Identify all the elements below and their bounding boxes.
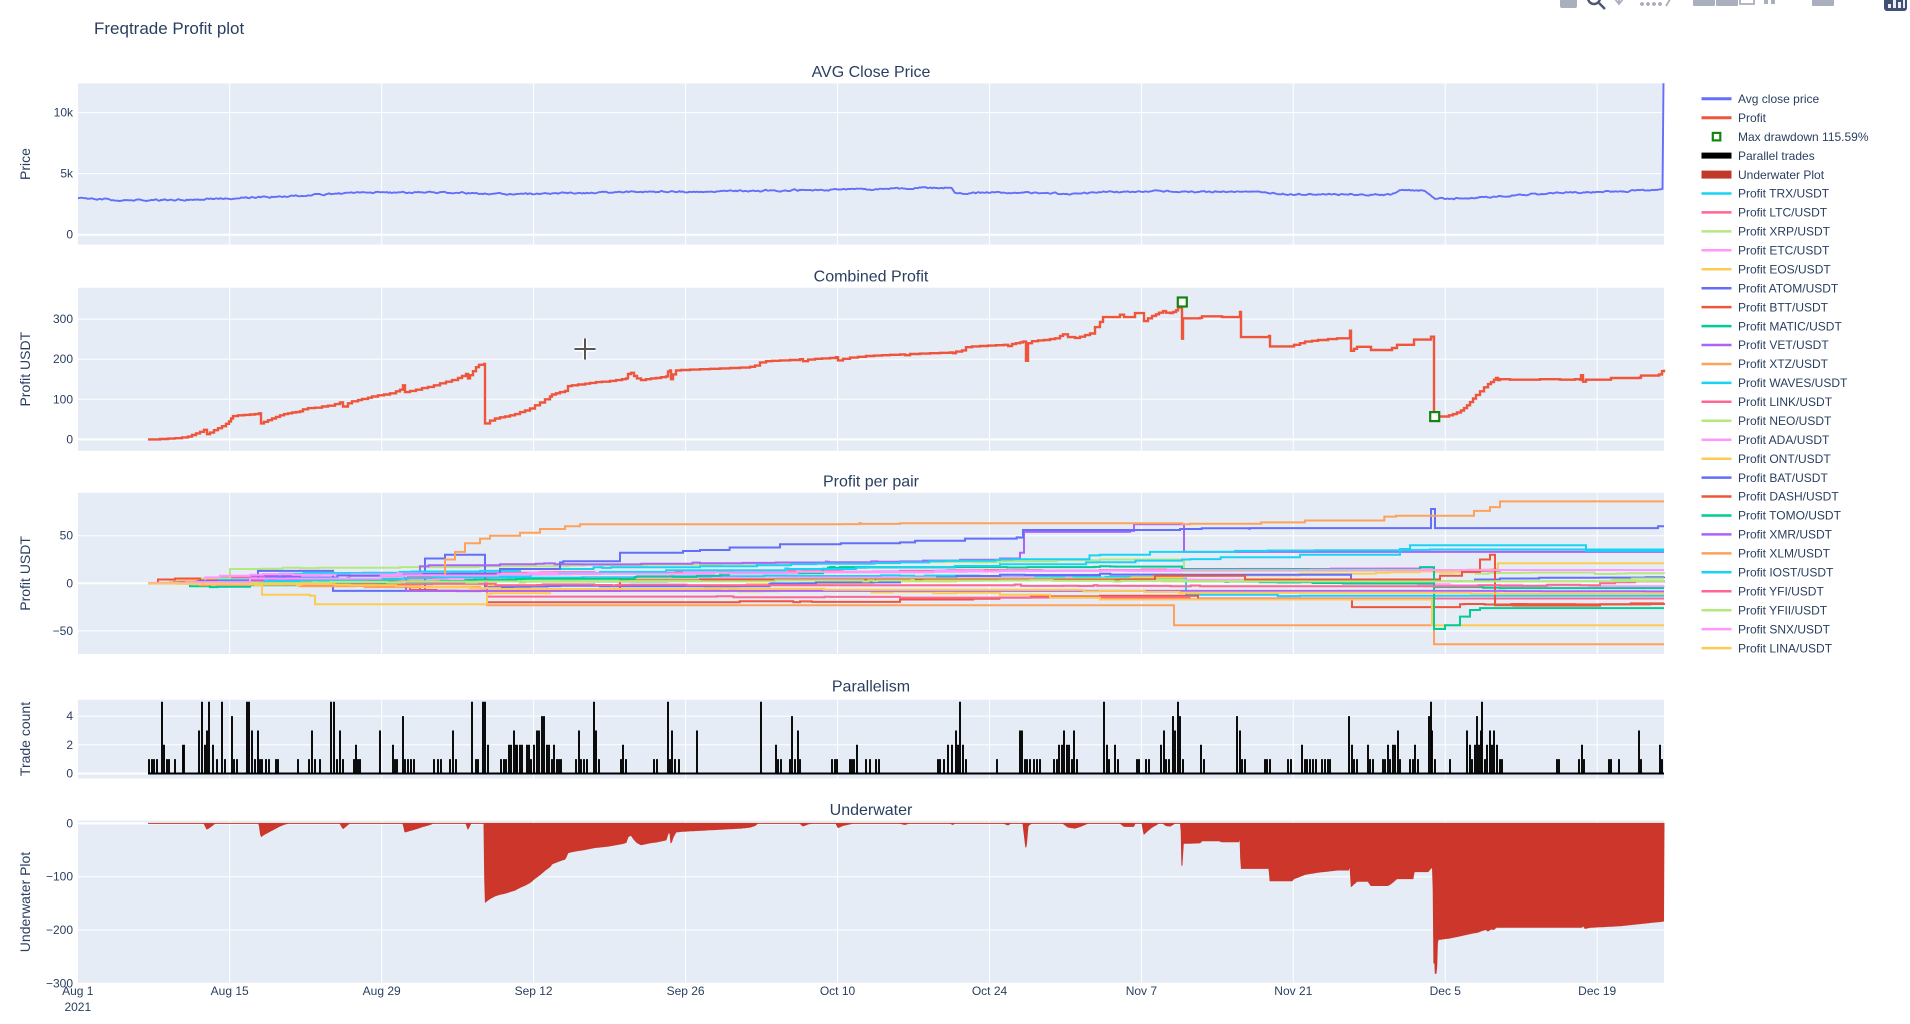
svg-text:Profit YFII/USDT: Profit YFII/USDT (1738, 603, 1828, 617)
svg-text:0: 0 (66, 816, 73, 830)
svg-text:Profit TOMO/USDT: Profit TOMO/USDT (1738, 509, 1842, 523)
svg-text:Parallelism: Parallelism (832, 678, 910, 695)
svg-text:50: 50 (60, 529, 74, 543)
svg-text:200: 200 (53, 352, 73, 366)
svg-text:5k: 5k (60, 167, 74, 181)
svg-text:Dec 5: Dec 5 (1430, 984, 1462, 998)
svg-text:Profit IOST/USDT: Profit IOST/USDT (1738, 566, 1834, 580)
svg-text:−300: −300 (46, 976, 73, 990)
svg-text:300: 300 (53, 312, 73, 326)
svg-text:Profit ADA/USDT: Profit ADA/USDT (1738, 433, 1830, 447)
svg-text:Profit ONT/USDT: Profit ONT/USDT (1738, 452, 1831, 466)
svg-text:Profit BTT/USDT: Profit BTT/USDT (1738, 300, 1829, 314)
svg-text:−200: −200 (46, 923, 73, 937)
svg-text:Profit WAVES/USDT: Profit WAVES/USDT (1738, 376, 1848, 390)
svg-text:Underwater Plot: Underwater Plot (17, 852, 33, 952)
svg-text:AVG Close Price: AVG Close Price (812, 64, 931, 81)
svg-text:Dec 19: Dec 19 (1578, 984, 1616, 998)
svg-text:Profit TRX/USDT: Profit TRX/USDT (1738, 187, 1830, 201)
svg-text:−50: −50 (53, 624, 74, 638)
svg-text:Profit ATOM/USDT: Profit ATOM/USDT (1738, 281, 1839, 295)
svg-text:Price: Price (17, 148, 33, 180)
svg-text:0: 0 (66, 576, 73, 590)
svg-text:Combined Profit: Combined Profit (814, 269, 929, 286)
svg-text:0: 0 (66, 432, 73, 446)
svg-text:Profit BAT/USDT: Profit BAT/USDT (1738, 471, 1828, 485)
svg-text:Profit MATIC/USDT: Profit MATIC/USDT (1738, 319, 1842, 333)
svg-text:Oct 10: Oct 10 (820, 984, 856, 998)
svg-text:Sep 26: Sep 26 (667, 984, 705, 998)
svg-text:Profit XTZ/USDT: Profit XTZ/USDT (1738, 357, 1829, 371)
svg-text:Profit NEO/USDT: Profit NEO/USDT (1738, 414, 1832, 428)
svg-text:Profit ETC/USDT: Profit ETC/USDT (1738, 244, 1830, 258)
svg-text:2021: 2021 (64, 1000, 91, 1014)
svg-text:Avg close price: Avg close price (1738, 92, 1819, 106)
svg-text:Nov 7: Nov 7 (1126, 984, 1158, 998)
svg-text:100: 100 (53, 392, 73, 406)
svg-text:Sep 12: Sep 12 (515, 984, 553, 998)
svg-text:Nov 21: Nov 21 (1274, 984, 1312, 998)
svg-text:Profit YFI/USDT: Profit YFI/USDT (1738, 584, 1824, 598)
svg-text:Aug 15: Aug 15 (211, 984, 249, 998)
svg-text:Profit DASH/USDT: Profit DASH/USDT (1738, 490, 1839, 504)
svg-text:Profit XMR/USDT: Profit XMR/USDT (1738, 528, 1833, 542)
svg-text:Underwater: Underwater (830, 802, 913, 819)
svg-text:Aug 1: Aug 1 (62, 984, 94, 998)
svg-text:Profit XRP/USDT: Profit XRP/USDT (1738, 225, 1831, 239)
svg-text:Profit VET/USDT: Profit VET/USDT (1738, 338, 1829, 352)
svg-text:Profit per pair: Profit per pair (823, 474, 920, 491)
svg-text:Oct 24: Oct 24 (972, 984, 1008, 998)
svg-text:Profit USDT: Profit USDT (17, 536, 33, 611)
svg-text:Profit LTC/USDT: Profit LTC/USDT (1738, 206, 1828, 220)
svg-text:Parallel trades: Parallel trades (1738, 149, 1815, 163)
svg-text:Profit USDT: Profit USDT (17, 331, 33, 406)
svg-text:Profit LINK/USDT: Profit LINK/USDT (1738, 395, 1833, 409)
svg-text:Underwater Plot: Underwater Plot (1738, 168, 1825, 182)
svg-text:−100: −100 (46, 870, 73, 884)
svg-text:Profit: Profit (1738, 111, 1767, 125)
svg-text:4: 4 (66, 709, 73, 723)
svg-text:Trade count: Trade count (17, 702, 33, 776)
svg-text:Profit LINA/USDT: Profit LINA/USDT (1738, 641, 1833, 655)
svg-text:2: 2 (66, 738, 73, 752)
svg-text:Profit EOS/USDT: Profit EOS/USDT (1738, 263, 1831, 277)
svg-text:0: 0 (66, 767, 73, 781)
svg-text:0: 0 (66, 228, 73, 242)
svg-text:Profit SNX/USDT: Profit SNX/USDT (1738, 622, 1831, 636)
svg-text:Freqtrade Profit plot: Freqtrade Profit plot (94, 19, 245, 38)
svg-text:Aug 29: Aug 29 (363, 984, 401, 998)
svg-text:Profit XLM/USDT: Profit XLM/USDT (1738, 547, 1831, 561)
svg-text:Max drawdown 115.59%: Max drawdown 115.59% (1738, 130, 1869, 144)
svg-text:10k: 10k (54, 106, 74, 120)
